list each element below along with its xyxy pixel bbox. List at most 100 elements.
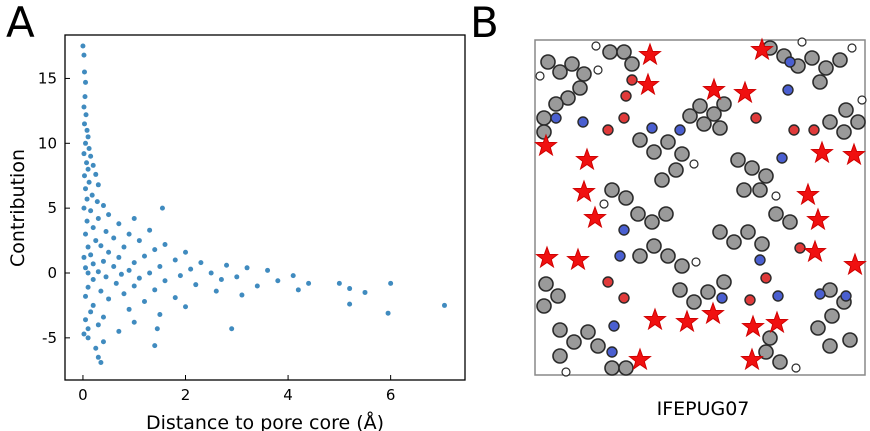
point — [116, 328, 122, 334]
point — [162, 278, 168, 284]
point — [172, 295, 178, 301]
y-axis-label: Contribution — [7, 149, 29, 267]
point — [85, 166, 91, 172]
point — [131, 319, 137, 325]
point — [388, 280, 394, 286]
point — [83, 265, 89, 271]
point — [306, 280, 312, 286]
point — [85, 335, 91, 341]
point — [85, 270, 91, 276]
point — [106, 249, 112, 255]
point — [103, 274, 109, 280]
point — [172, 257, 178, 263]
point — [93, 171, 99, 177]
point — [83, 186, 89, 192]
point — [275, 278, 281, 284]
point — [177, 273, 183, 279]
point — [234, 274, 240, 280]
point — [83, 79, 89, 85]
panel-label: A — [6, 0, 35, 47]
point — [90, 302, 96, 308]
point — [81, 205, 87, 211]
point — [295, 287, 301, 293]
point — [90, 225, 96, 231]
point — [126, 231, 132, 237]
point — [89, 192, 95, 198]
point — [347, 301, 353, 307]
point — [81, 69, 87, 75]
point — [80, 43, 86, 49]
point — [100, 203, 106, 209]
point — [83, 231, 89, 237]
point — [84, 160, 90, 166]
point — [213, 288, 219, 294]
point — [95, 216, 101, 222]
caption: IFEPUG07 — [657, 398, 750, 420]
point — [224, 262, 230, 268]
point — [159, 205, 165, 211]
point — [229, 326, 235, 332]
point — [152, 343, 158, 349]
point — [131, 260, 137, 266]
y-tick-label: -5 — [42, 329, 57, 347]
point — [121, 291, 127, 297]
y-tick-label: 0 — [47, 264, 57, 282]
point — [90, 162, 96, 168]
point — [141, 299, 147, 305]
panel-label: B — [470, 0, 499, 47]
point — [106, 212, 112, 218]
point — [136, 275, 142, 281]
point — [141, 253, 147, 259]
point — [147, 270, 153, 276]
point — [81, 151, 87, 157]
point — [188, 266, 194, 272]
point — [239, 292, 245, 298]
point — [254, 283, 260, 289]
point — [81, 121, 87, 127]
point — [93, 345, 99, 351]
point — [82, 94, 88, 100]
point — [83, 317, 89, 323]
point — [83, 140, 89, 146]
point — [136, 238, 142, 244]
point — [131, 283, 137, 289]
point — [81, 254, 87, 260]
point — [157, 264, 163, 270]
point — [121, 244, 127, 250]
point — [157, 312, 163, 318]
point — [81, 331, 87, 337]
point — [347, 286, 353, 292]
x-tick-label: 0 — [78, 386, 88, 404]
point — [147, 227, 153, 233]
point — [81, 173, 87, 179]
point — [84, 218, 90, 224]
point — [385, 310, 391, 316]
point — [126, 267, 132, 273]
plot-frame — [64, 34, 466, 381]
point — [441, 302, 447, 308]
point — [81, 104, 87, 110]
point — [88, 153, 94, 159]
cell-box — [534, 39, 866, 376]
y-tick-label: 5 — [47, 199, 57, 217]
point — [193, 282, 199, 288]
point — [98, 288, 104, 294]
point — [85, 284, 91, 290]
point — [336, 280, 342, 286]
point — [90, 261, 96, 267]
point — [85, 326, 91, 332]
point — [162, 241, 168, 247]
point — [86, 145, 92, 151]
point — [83, 112, 89, 118]
point — [90, 276, 96, 282]
structure-panel: B IFEPUG07 — [470, 0, 867, 420]
scatter-panel: A Contribution Distance to pore core (Å)… — [6, 0, 466, 431]
point — [100, 339, 106, 345]
point — [116, 254, 122, 260]
point — [244, 265, 250, 271]
x-tick-label: 6 — [386, 386, 396, 404]
point — [198, 260, 204, 266]
point — [152, 287, 158, 293]
point — [88, 208, 94, 214]
